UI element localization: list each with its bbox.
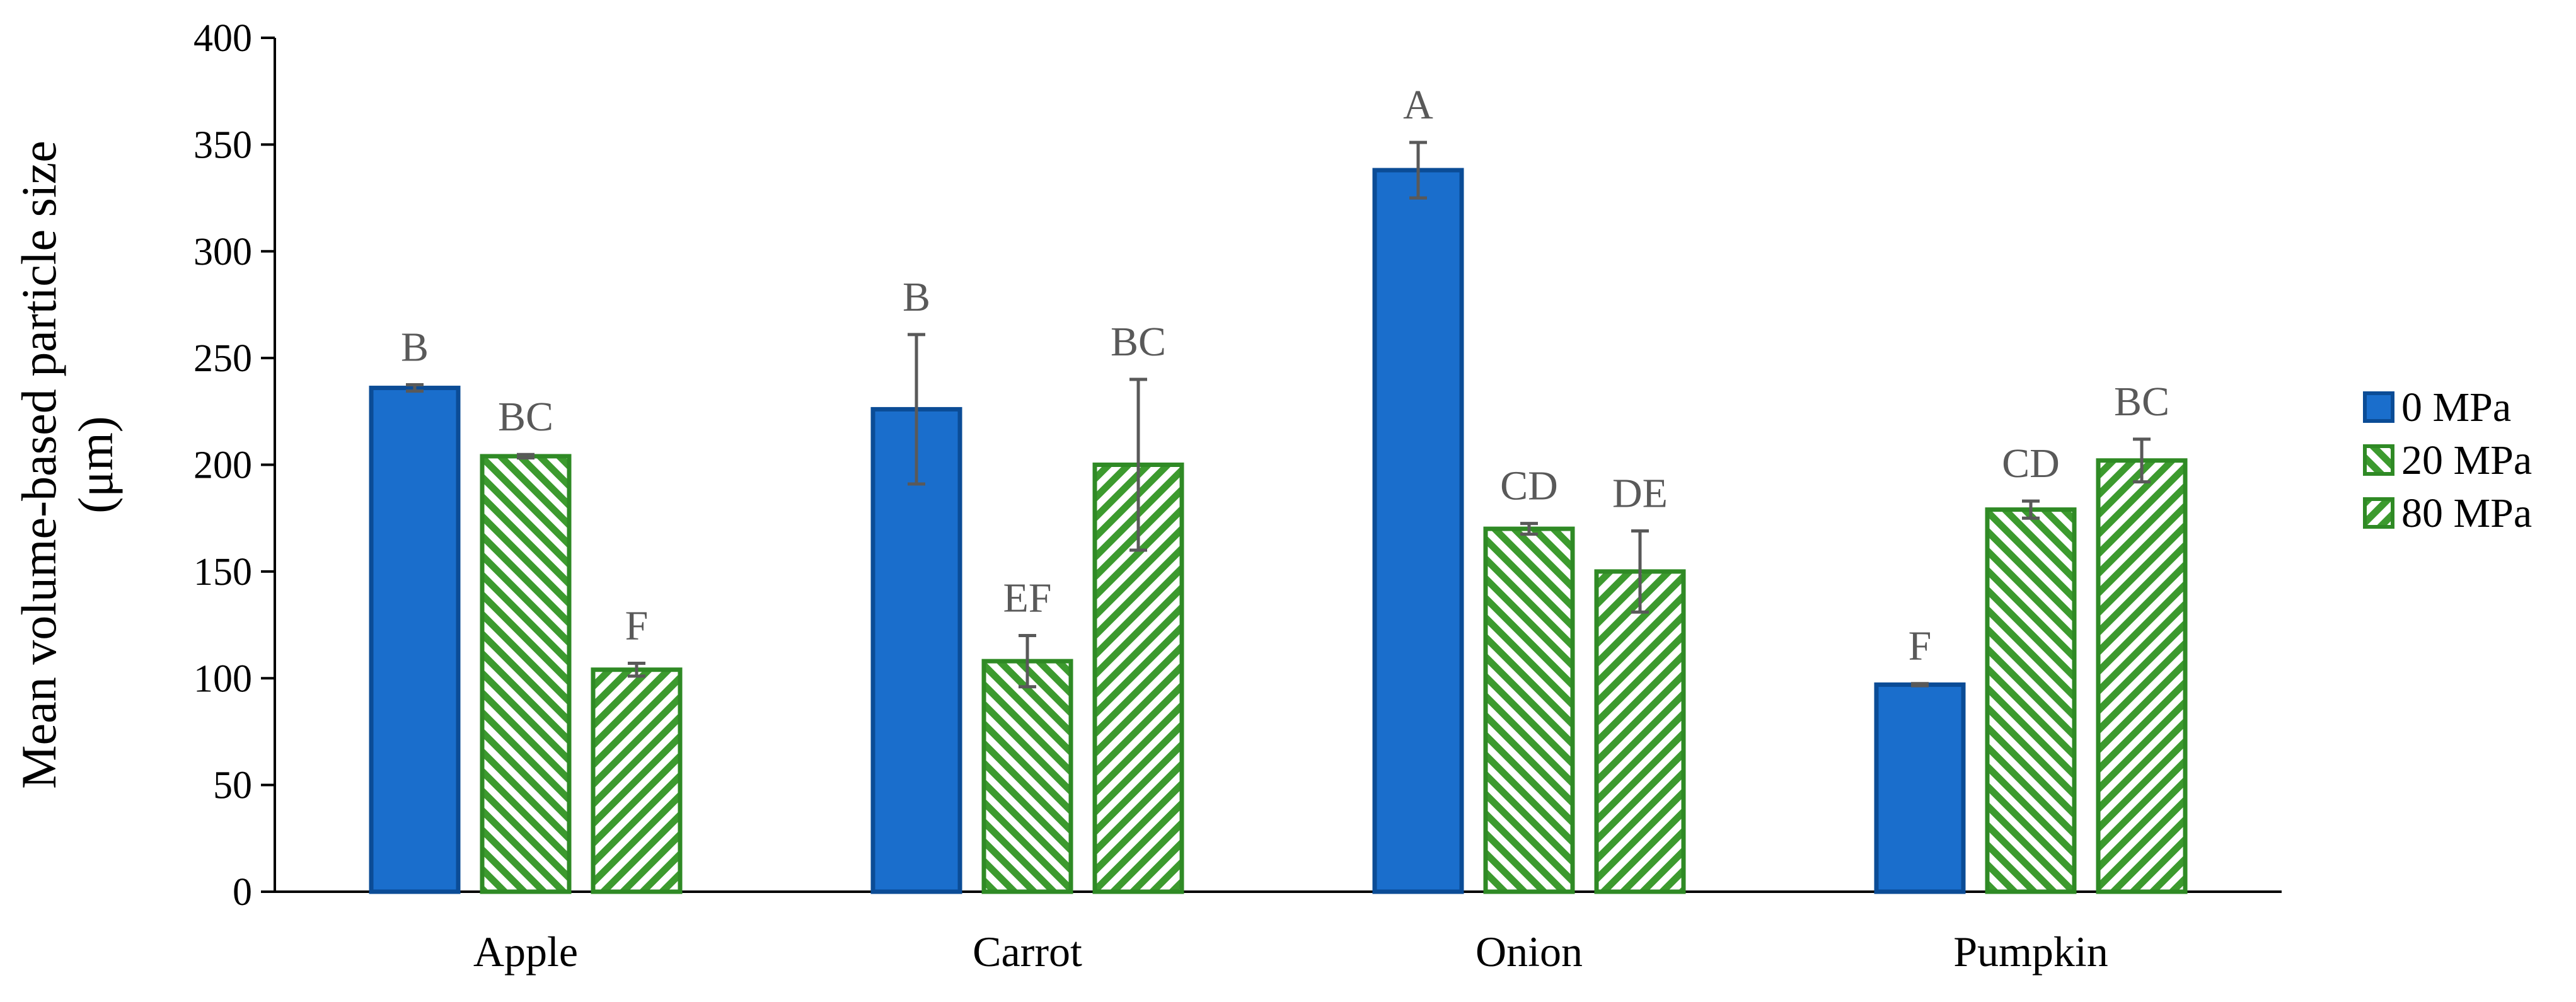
significance-letters: B BC F B EF BC A CD DE F CD BC [401, 82, 2169, 669]
significance-letter: B [401, 324, 429, 370]
bar-80-mpa-apple [591, 667, 683, 894]
error-bars [406, 141, 2151, 689]
error-bar [908, 333, 925, 486]
legend-item: 20 MPa [2363, 437, 2532, 483]
legend-label: 20 MPa [2401, 437, 2532, 483]
bar-20-mpa-apple [480, 454, 572, 894]
x-tick-label: Pumpkin [1953, 928, 2108, 976]
error-bar [517, 452, 534, 460]
significance-letter: BC [2114, 379, 2169, 425]
error-bar [1129, 377, 1147, 552]
error-bar [1520, 522, 1538, 536]
significance-letter: CD [2002, 441, 2060, 487]
legend-label: 0 MPa [2401, 384, 2511, 430]
y-axis-label-line: Mean volume-based particle size [11, 141, 66, 789]
significance-letter: DE [1612, 471, 1668, 517]
legend-label: 80 MPa [2401, 490, 2532, 536]
legend-item: 0 MPa [2363, 384, 2511, 430]
legend-swatch [2363, 391, 2394, 423]
significance-letter: EF [1003, 575, 1051, 621]
error-bar [1409, 141, 1427, 200]
bar-80-mpa-onion [1594, 569, 1686, 894]
bar-0-mpa-carrot [870, 406, 962, 894]
y-axis-label: Mean volume-based particle size(μm) [11, 141, 123, 789]
bars [369, 168, 2188, 894]
bar-20-mpa-onion [1483, 526, 1575, 894]
x-tick-label: Onion [1476, 928, 1583, 976]
significance-letter: BC [498, 394, 553, 440]
error-bar [1911, 682, 1929, 688]
bar-80-mpa-pumpkin [2096, 458, 2188, 894]
y-tick-label: 50 [213, 764, 252, 807]
legend-item: 80 MPa [2363, 490, 2532, 536]
y-axis-label-line: (μm) [68, 416, 123, 513]
bar-0-mpa-pumpkin [1874, 682, 1966, 894]
bar-20-mpa-pumpkin [1985, 507, 2077, 894]
legend-swatch [2363, 444, 2394, 476]
bar-0-mpa-apple [369, 386, 461, 894]
significance-letter: CD [1500, 463, 1558, 509]
significance-letter: A [1403, 82, 1433, 128]
significance-letter: F [1909, 623, 1932, 669]
y-tick-label: 100 [193, 657, 252, 700]
legend: 0 MPa 20 MPa 80 MPa [2363, 384, 2532, 536]
error-bar [628, 662, 645, 678]
y-tick-label: 300 [193, 231, 252, 274]
error-bar [406, 383, 424, 393]
significance-letter: B [903, 274, 930, 320]
significance-letter: F [625, 603, 649, 649]
bar-0-mpa-onion [1372, 168, 1464, 894]
x-tick-labels: Apple Carrot Onion Pumpkin [473, 928, 2108, 976]
x-tick-label: Carrot [973, 928, 1082, 976]
legend-swatch [2363, 497, 2394, 529]
y-tick-label: 150 [193, 551, 252, 594]
significance-letter: BC [1111, 319, 1166, 365]
error-bar [2133, 437, 2151, 484]
y-tick-label: 0 [233, 871, 252, 914]
error-bar [1019, 634, 1036, 689]
error-bar [1631, 529, 1649, 614]
y-tick-label: 200 [193, 444, 252, 487]
y-tick-label: 250 [193, 337, 252, 380]
y-tick-label: 350 [193, 124, 252, 166]
error-bar [2022, 499, 2040, 520]
x-tick-label: Apple [473, 928, 578, 976]
y-axis-title: Mean volume-based particle size(μm) [11, 141, 123, 789]
y-tick-label: 400 [193, 17, 252, 60]
bar-20-mpa-carrot [981, 659, 1073, 894]
y-ticks: 0 50 100 150 200 250 300 350 400 [193, 17, 275, 914]
axes [274, 38, 2282, 893]
